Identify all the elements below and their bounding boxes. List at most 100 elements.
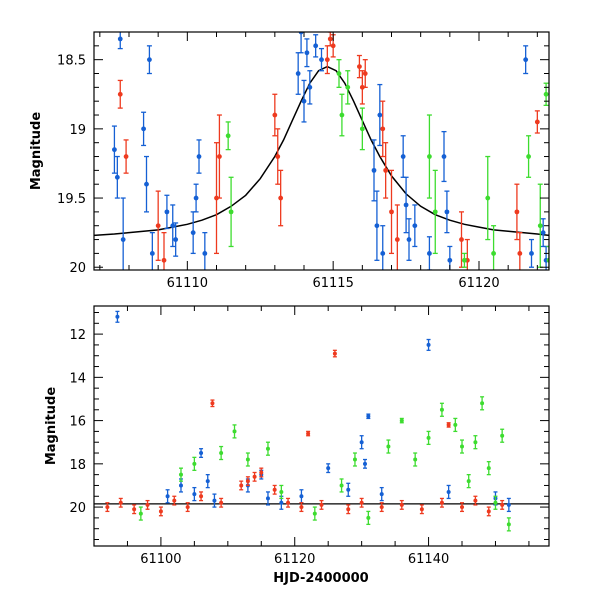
red-marker — [272, 487, 277, 492]
blue-marker — [202, 250, 208, 256]
blue-marker — [115, 314, 120, 319]
red-data-point — [332, 349, 337, 358]
blue-data-point — [366, 413, 371, 420]
blue-marker — [199, 451, 204, 456]
red-marker — [332, 351, 337, 356]
blue-marker — [529, 250, 534, 256]
green-data-point — [228, 176, 234, 248]
blue-data-point — [319, 47, 324, 72]
green-marker — [359, 126, 365, 132]
blue-marker — [406, 237, 412, 242]
red-marker — [132, 507, 137, 512]
blue-marker — [400, 154, 406, 159]
red-data-point — [514, 183, 520, 241]
green-marker — [345, 84, 351, 90]
red-data-point — [259, 467, 264, 478]
red-marker — [517, 250, 523, 256]
top-y-tick-label: 20 — [69, 261, 86, 276]
green-marker — [219, 451, 224, 456]
green-marker — [279, 489, 284, 494]
bottom-x-tick-label: 61140 — [408, 552, 449, 567]
bottom-y-tick-label: 12 — [69, 328, 86, 343]
red-marker — [185, 505, 190, 510]
red-data-point — [132, 504, 137, 515]
red-marker — [239, 483, 244, 488]
green-data-point — [245, 452, 250, 467]
blue-marker — [346, 487, 351, 492]
red-data-point — [356, 54, 362, 79]
blue-marker — [412, 223, 418, 229]
top-y-tick-label: 18.5 — [57, 54, 86, 69]
red-marker — [172, 498, 177, 503]
green-data-point — [345, 70, 351, 105]
red-data-point — [439, 497, 444, 508]
red-marker — [459, 237, 464, 242]
green-marker — [366, 515, 371, 520]
green-data-point — [461, 252, 467, 268]
top-data-points-layer — [111, 32, 549, 270]
red-marker — [362, 71, 368, 76]
blue-data-point — [400, 135, 406, 178]
red-data-point — [534, 110, 540, 134]
blue-marker — [193, 195, 199, 201]
green-data-point — [453, 417, 458, 433]
blue-data-point — [141, 111, 147, 147]
red-marker — [105, 505, 110, 510]
red-data-point — [216, 114, 222, 199]
top-y-tick-label: 19 — [69, 123, 86, 138]
green-marker — [506, 522, 511, 527]
green-marker — [426, 435, 431, 440]
top-x-tick-label: 61115 — [312, 276, 353, 291]
blue-data-point — [144, 155, 149, 213]
red-data-point — [299, 502, 304, 513]
top-x-tick-label: 61120 — [458, 276, 499, 291]
green-marker — [485, 195, 491, 201]
red-marker — [446, 422, 451, 427]
red-data-point — [172, 495, 177, 506]
green-marker — [526, 154, 531, 159]
blue-marker — [446, 489, 451, 494]
blue-data-point — [359, 435, 364, 450]
red-data-point — [185, 502, 190, 513]
blue-data-point — [374, 190, 380, 261]
red-marker — [460, 505, 465, 510]
bottom-x-tick-label: 61120 — [274, 552, 315, 567]
blue-marker — [319, 57, 324, 63]
red-marker — [383, 167, 389, 173]
red-data-point — [145, 499, 150, 510]
blue-data-point — [313, 34, 319, 58]
bottom-x-tick-label: 61100 — [140, 552, 181, 567]
green-data-point — [366, 510, 371, 526]
bottom-x-axis-label: HJD-2400000 — [273, 571, 368, 586]
red-data-point — [473, 495, 478, 506]
green-data-point — [426, 114, 432, 199]
red-data-point — [219, 497, 224, 508]
blue-marker — [149, 250, 155, 256]
red-data-point — [272, 93, 278, 137]
green-marker — [486, 466, 491, 471]
top-y-tick-label: 19.5 — [57, 192, 86, 207]
red-data-point — [319, 499, 324, 510]
red-marker — [272, 112, 278, 118]
blue-data-point — [412, 204, 418, 248]
green-data-point — [352, 452, 357, 467]
green-marker — [537, 223, 543, 229]
blue-data-point — [346, 482, 351, 497]
red-marker — [155, 223, 161, 229]
green-data-point — [219, 445, 224, 461]
green-data-point — [526, 135, 532, 178]
red-data-point — [359, 497, 364, 508]
blue-marker — [379, 492, 384, 497]
red-marker — [118, 500, 123, 505]
blue-marker — [301, 98, 307, 104]
bottom-y-tick-label: 20 — [69, 501, 86, 516]
red-marker — [357, 64, 362, 69]
red-marker — [389, 209, 394, 215]
blue-data-point — [173, 222, 179, 257]
blue-marker — [192, 492, 197, 497]
red-marker — [278, 195, 284, 201]
green-data-point — [413, 452, 418, 467]
green-data-point — [178, 467, 183, 482]
green-marker — [462, 257, 467, 263]
top-y-axis-label: Magnitude — [29, 112, 44, 191]
